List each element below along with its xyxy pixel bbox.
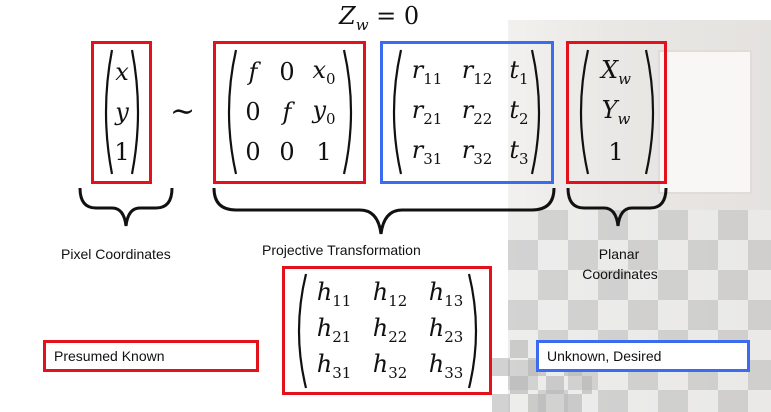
pixel-y: y <box>115 98 129 126</box>
pixel-vector-right-paren <box>130 49 140 175</box>
intrinsic-matrix: f 0 x0 0 f y0 0 0 1 <box>236 52 344 172</box>
extrinsic-cell: t1 <box>509 56 529 88</box>
constraint-equation: Zw = 0 <box>339 2 419 34</box>
homography-matrix-box <box>282 266 492 395</box>
intrinsic-cell: x0 <box>312 56 336 88</box>
intrinsic-matrix-box <box>213 41 366 184</box>
constraint-rhs: = 0 <box>376 2 420 30</box>
intrinsic-cell: f <box>282 98 292 126</box>
homography-left-paren <box>297 273 308 389</box>
pixel-one: 1 <box>114 138 130 166</box>
homography-cell: h32 <box>372 350 408 382</box>
extrinsic-cell: t2 <box>509 96 529 128</box>
extrinsic-cell: r22 <box>461 96 493 128</box>
homography-cell: h21 <box>316 314 352 346</box>
extrinsic-right-paren <box>530 49 541 175</box>
homography-cell: h22 <box>372 314 408 346</box>
planar-left-paren <box>579 49 590 175</box>
intrinsic-right-paren <box>342 49 353 175</box>
planar-vector: Xw Yw 1 <box>588 52 644 172</box>
extrinsic-matrix-box <box>380 41 554 184</box>
intrinsic-cell: 1 <box>316 138 332 166</box>
extrinsic-cell: r32 <box>461 136 493 168</box>
projective-brace <box>212 187 556 235</box>
planar-vector-box <box>566 41 667 184</box>
homography-cell: h11 <box>316 278 352 310</box>
extrinsic-matrix: r11 r12 t1 r21 r22 t2 r31 r32 t3 <box>402 52 536 172</box>
intrinsic-cell: y0 <box>312 96 336 128</box>
pixel-vector-left-paren <box>104 49 114 175</box>
planar-brace <box>566 187 668 227</box>
extrinsic-cell: r31 <box>411 136 443 168</box>
pixel-vector-box <box>91 41 152 184</box>
braces-layer <box>78 187 668 235</box>
intrinsic-cell: 0 <box>279 138 295 166</box>
pixel-vector: x y 1 <box>110 52 134 172</box>
intrinsic-cell: 0 <box>279 58 295 86</box>
intrinsic-cell: 0 <box>245 138 261 166</box>
intrinsic-left-paren <box>227 49 238 175</box>
pixel-brace <box>78 187 174 227</box>
constraint-sub: w <box>355 15 369 34</box>
homography-right-paren <box>467 273 478 389</box>
intrinsic-cell: f <box>248 58 258 86</box>
planar-one: 1 <box>608 138 624 166</box>
projective-transformation-label: Projective Transformation <box>262 242 421 258</box>
pixel-x: x <box>115 58 129 86</box>
extrinsic-cell: t3 <box>509 136 529 168</box>
extrinsic-left-paren <box>392 49 403 175</box>
legend-unknown-text: Unknown, Desired <box>547 348 662 364</box>
legend-known: Presumed Known <box>43 340 259 372</box>
homography-cell: h31 <box>316 350 352 382</box>
pixel-coordinates-label: Pixel Coordinates <box>61 246 171 262</box>
homography-cell: h33 <box>428 350 464 382</box>
constraint-lhs: Z <box>339 2 356 30</box>
planar-label-line1: Planar <box>598 246 640 262</box>
intrinsic-cell: 0 <box>245 98 261 126</box>
homography-cell: h13 <box>428 278 464 310</box>
extrinsic-cell: r12 <box>461 56 493 88</box>
homography-matrix: h11 h12 h13 h21 h22 h23 h31 h32 h33 <box>306 276 474 384</box>
homography-cell: h23 <box>428 314 464 346</box>
extrinsic-cell: r11 <box>411 56 443 88</box>
planar-y: Yw <box>601 96 631 128</box>
homography-cell: h12 <box>372 278 408 310</box>
legend-unknown: Unknown, Desired <box>536 340 750 372</box>
legend-known-text: Presumed Known <box>54 348 165 364</box>
similarity-symbol: ∼ <box>170 94 196 129</box>
background-window <box>658 50 752 194</box>
extrinsic-cell: r21 <box>411 96 443 128</box>
planar-label-line2: Coordinates <box>582 266 658 282</box>
planar-x: Xw <box>601 56 631 88</box>
planar-right-paren <box>644 49 655 175</box>
